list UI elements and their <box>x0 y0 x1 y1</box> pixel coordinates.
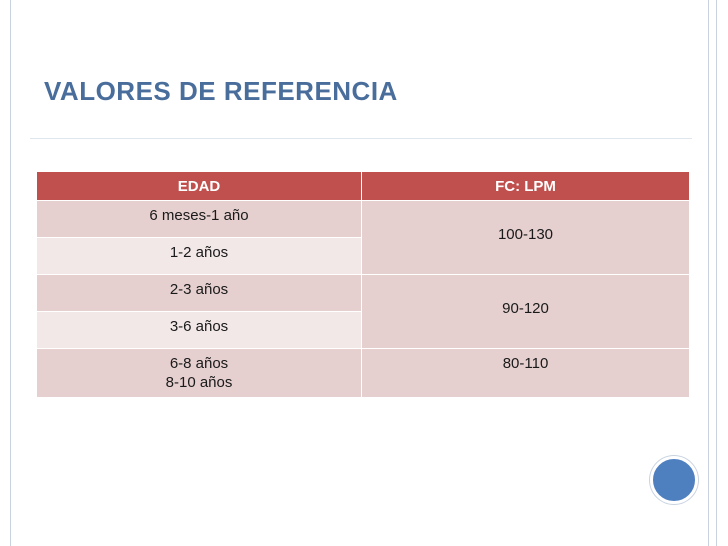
age-cell: 6-8 años 8-10 años <box>36 348 362 398</box>
header-fc: FC: LPM <box>361 171 690 201</box>
title-divider <box>30 138 692 139</box>
reference-values-table: EDAD FC: LPM 6 meses-1 año 100-130 1-2 a… <box>36 171 690 398</box>
table-header-row: EDAD FC: LPM <box>36 171 690 201</box>
age-cell: 2-3 años <box>36 274 362 312</box>
fc-cell: 80-110 <box>361 348 690 398</box>
header-age: EDAD <box>36 171 362 201</box>
age-line: 8-10 años <box>165 374 233 391</box>
decorative-circle <box>650 456 698 504</box>
slide-title: VALORES DE REFERENCIA <box>44 76 398 106</box>
age-line: 6-8 años <box>169 355 229 372</box>
fc-cell: 100-130 <box>361 200 690 275</box>
table-row: 3-6 años <box>36 311 690 349</box>
age-cell: 1-2 años <box>36 237 362 275</box>
table-row: 1-2 años <box>36 237 690 275</box>
age-cell: 6 meses-1 año <box>36 200 362 238</box>
table-row: 6-8 años 8-10 años 80-110 <box>36 348 690 398</box>
slide-frame-left <box>10 0 11 546</box>
table-row: 6 meses-1 año 100-130 <box>36 200 690 275</box>
table-row: 2-3 años 90-120 <box>36 274 690 349</box>
age-cell: 3-6 años <box>36 311 362 349</box>
fc-cell: 90-120 <box>361 274 690 349</box>
slide-frame-right <box>708 0 717 546</box>
